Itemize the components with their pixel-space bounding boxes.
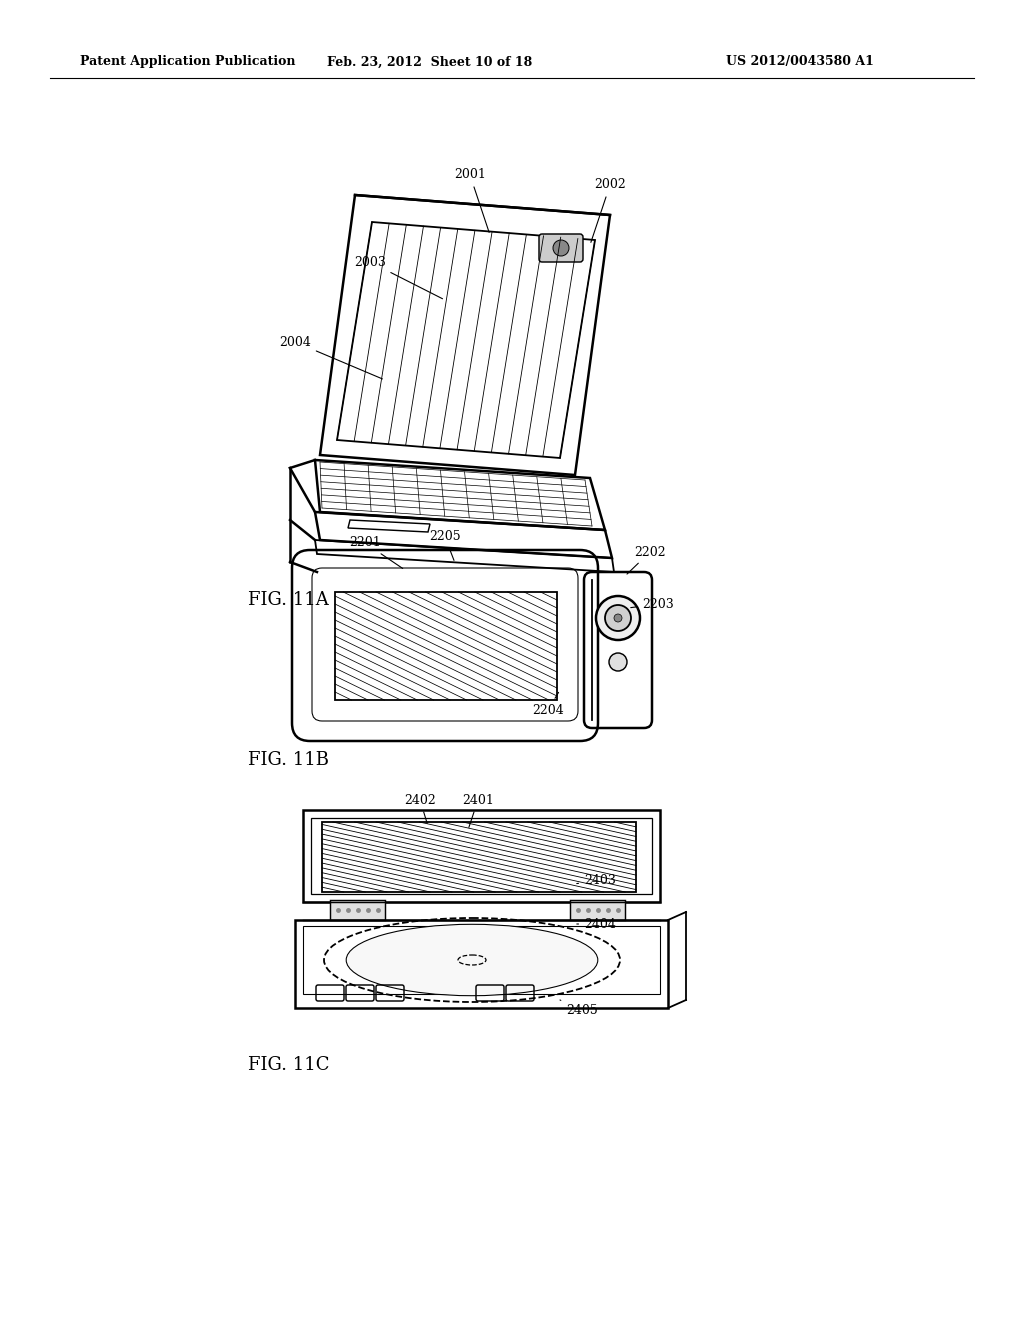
- Bar: [311, 818, 652, 894]
- Bar: [295, 920, 668, 1008]
- Text: Patent Application Publication: Patent Application Publication: [80, 55, 296, 69]
- Bar: [330, 900, 385, 920]
- Text: 2003: 2003: [354, 256, 442, 298]
- Circle shape: [596, 597, 640, 640]
- Circle shape: [609, 653, 627, 671]
- Text: 2205: 2205: [429, 531, 461, 561]
- Circle shape: [553, 240, 569, 256]
- Text: FIG. 11B: FIG. 11B: [248, 751, 329, 770]
- Text: US 2012/0043580 A1: US 2012/0043580 A1: [726, 55, 873, 69]
- Text: 2203: 2203: [631, 598, 674, 610]
- Bar: [335, 591, 557, 700]
- Text: 2002: 2002: [591, 178, 626, 243]
- FancyBboxPatch shape: [539, 234, 583, 261]
- Text: 2403: 2403: [577, 874, 616, 887]
- Text: FIG. 11A: FIG. 11A: [248, 591, 329, 609]
- Circle shape: [605, 605, 631, 631]
- Text: 2202: 2202: [627, 545, 666, 574]
- Text: Feb. 23, 2012  Sheet 10 of 18: Feb. 23, 2012 Sheet 10 of 18: [328, 55, 532, 69]
- Ellipse shape: [346, 924, 598, 995]
- Text: 2404: 2404: [577, 917, 616, 931]
- Bar: [322, 822, 636, 892]
- Text: 2405: 2405: [560, 1001, 598, 1016]
- Text: 2004: 2004: [280, 335, 382, 379]
- Circle shape: [614, 614, 622, 622]
- Bar: [303, 810, 660, 902]
- Text: 2001: 2001: [454, 169, 489, 232]
- Text: FIG. 11C: FIG. 11C: [248, 1056, 330, 1074]
- Text: 2401: 2401: [462, 793, 494, 828]
- Bar: [570, 900, 625, 920]
- Text: 2201: 2201: [349, 536, 402, 569]
- Bar: [303, 927, 660, 994]
- Text: 2402: 2402: [404, 793, 436, 824]
- Text: 2204: 2204: [532, 693, 564, 717]
